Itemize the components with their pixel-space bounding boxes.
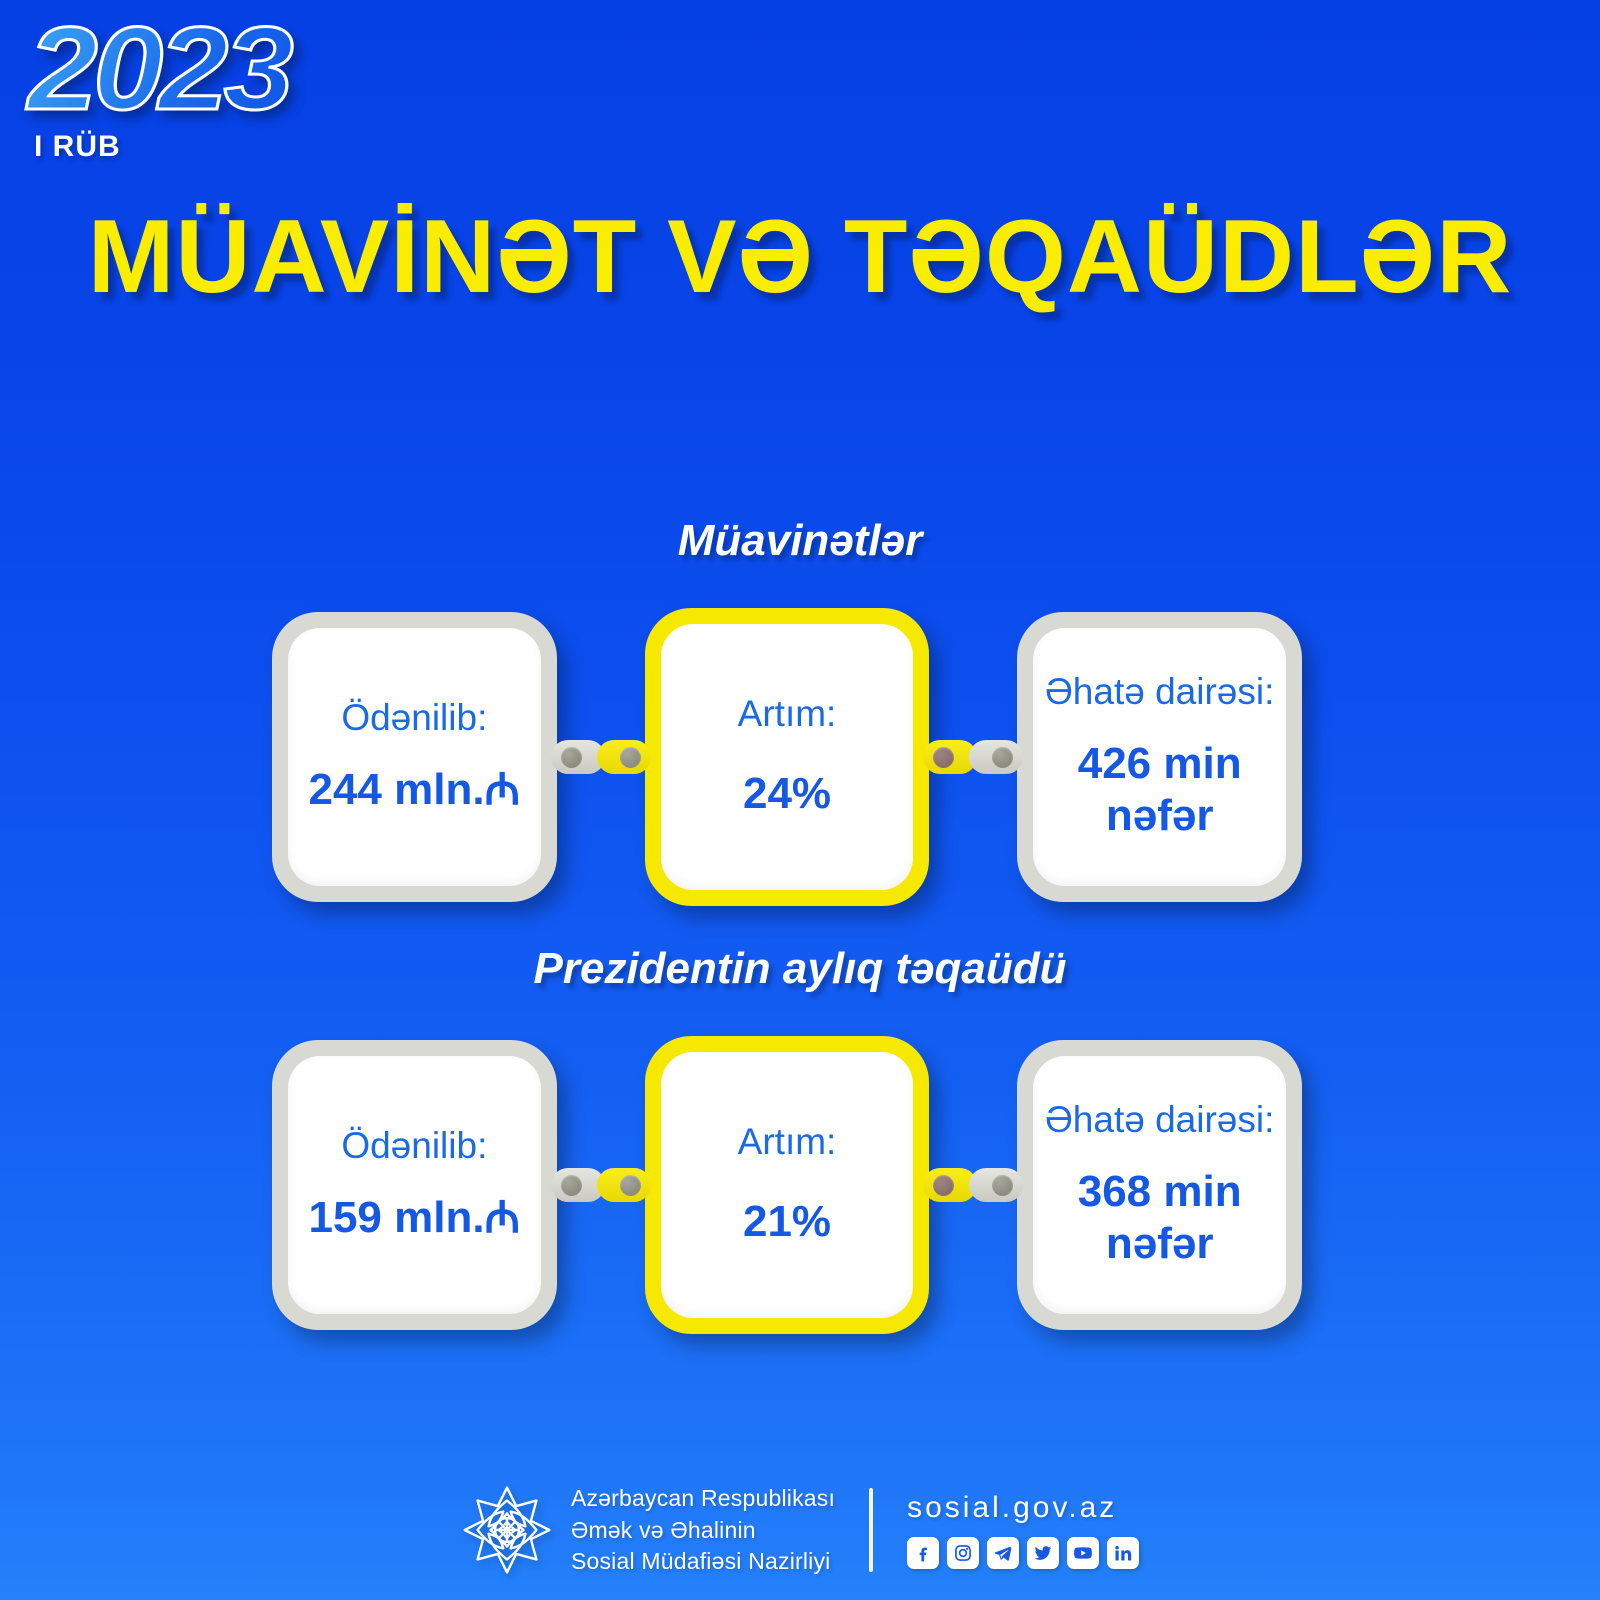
telegram-icon[interactable] (987, 1537, 1020, 1570)
card-label: Əhatə dairəsi: (1044, 670, 1275, 712)
connector-right-link (967, 714, 1024, 800)
social-links-row (907, 1537, 1140, 1570)
connector-right-link (595, 714, 651, 800)
chain-connector (550, 1142, 651, 1228)
card-inner: Əhatə dairəsi: 426 min nəfər (1033, 628, 1287, 886)
stat-card-row-pension: Ödənilib: 159 mln.₼ Artım: 21% Ə (272, 1036, 1303, 1334)
stat-card-paid-benefits: Ödənilib: 244 mln.₼ (272, 612, 557, 902)
youtube-icon[interactable] (1067, 1537, 1100, 1570)
stat-card-coverage-pension: Əhatə dairəsi: 368 min nəfər (1017, 1040, 1303, 1330)
instagram-icon[interactable] (947, 1537, 980, 1570)
chain-connector (550, 714, 651, 800)
card-label: Əhatə dairəsi: (1044, 1098, 1275, 1140)
connector-rivet-icon (992, 747, 1014, 768)
card-inner: Ödənilib: 159 mln.₼ (288, 1056, 541, 1314)
connector-rivet-icon (619, 1175, 641, 1196)
footer-divider (869, 1488, 874, 1573)
section-heading-presidential-pension: Prezidentin aylıq təqaüdü (533, 944, 1067, 993)
connector-left-link (923, 1142, 979, 1228)
year-number: 2023 (26, 9, 367, 130)
stat-card-growth-pension: Artım: 21% (644, 1036, 930, 1334)
card-value: 426 min nəfər (1077, 739, 1242, 841)
card-value: 244 mln.₼ (308, 765, 521, 815)
ministry-name: Azərbaycan Respublikası Əmək və Əhalinin… (570, 1484, 836, 1575)
twitter-icon[interactable] (1027, 1537, 1060, 1570)
card-label: Artım: (737, 1120, 837, 1162)
connector-rivet-icon (560, 1175, 582, 1196)
card-label: Ödənilib: (341, 1124, 488, 1166)
year-badge: 2023 I RÜB (26, 9, 348, 180)
connector-rivet-icon (992, 1175, 1014, 1196)
connector-right-link (967, 1142, 1024, 1228)
page-title: MÜAVİNƏT VƏ TƏQAÜDLƏR (87, 199, 1513, 315)
stat-card-row-benefits: Ödənilib: 244 mln.₼ Artım: 24% Ə (272, 608, 1303, 906)
connector-left-link (923, 714, 979, 800)
card-inner: Əhatə dairəsi: 368 min nəfər (1033, 1056, 1287, 1314)
ministry-logo-block: Azərbaycan Respublikası Əmək və Əhalinin… (461, 1483, 835, 1578)
azerbaijan-eight-point-star-logo (463, 1486, 551, 1574)
facebook-icon[interactable] (907, 1537, 940, 1570)
connector-rivet-icon (933, 747, 955, 768)
footer: Azərbaycan Respublikası Əmək və Əhalinin… (0, 1483, 1600, 1578)
stat-card-coverage-benefits: Əhatə dairəsi: 426 min nəfər (1017, 612, 1303, 902)
connector-rivet-icon (560, 747, 582, 768)
linkedin-icon[interactable] (1107, 1537, 1140, 1570)
connector-right-link (595, 1142, 651, 1228)
card-label: Artım: (737, 692, 837, 734)
card-inner: Artım: 24% (660, 624, 914, 890)
website-url[interactable]: sosial.gov.az (907, 1491, 1118, 1525)
section-heading-benefits: Müavinətlər (677, 516, 923, 565)
card-value: 21% (742, 1197, 832, 1247)
web-and-social-block: sosial.gov.az (907, 1491, 1140, 1570)
card-label: Ödənilib: (341, 696, 488, 738)
card-value: 368 min nəfər (1077, 1167, 1242, 1269)
connector-rivet-icon (933, 1175, 955, 1196)
chain-connector (923, 1142, 1024, 1228)
stat-card-growth-benefits: Artım: 24% (644, 608, 930, 906)
connector-rivet-icon (619, 747, 641, 768)
stat-card-paid-pension: Ödənilib: 159 mln.₼ (272, 1040, 557, 1330)
card-value: 159 mln.₼ (308, 1193, 521, 1243)
chain-connector (923, 714, 1024, 800)
card-inner: Artım: 21% (660, 1052, 914, 1318)
quarter-label: I RÜB (34, 130, 121, 163)
card-value: 24% (742, 769, 832, 819)
card-inner: Ödənilib: 244 mln.₼ (288, 628, 541, 886)
connector-left-link (550, 1142, 607, 1228)
connector-left-link (550, 714, 607, 800)
